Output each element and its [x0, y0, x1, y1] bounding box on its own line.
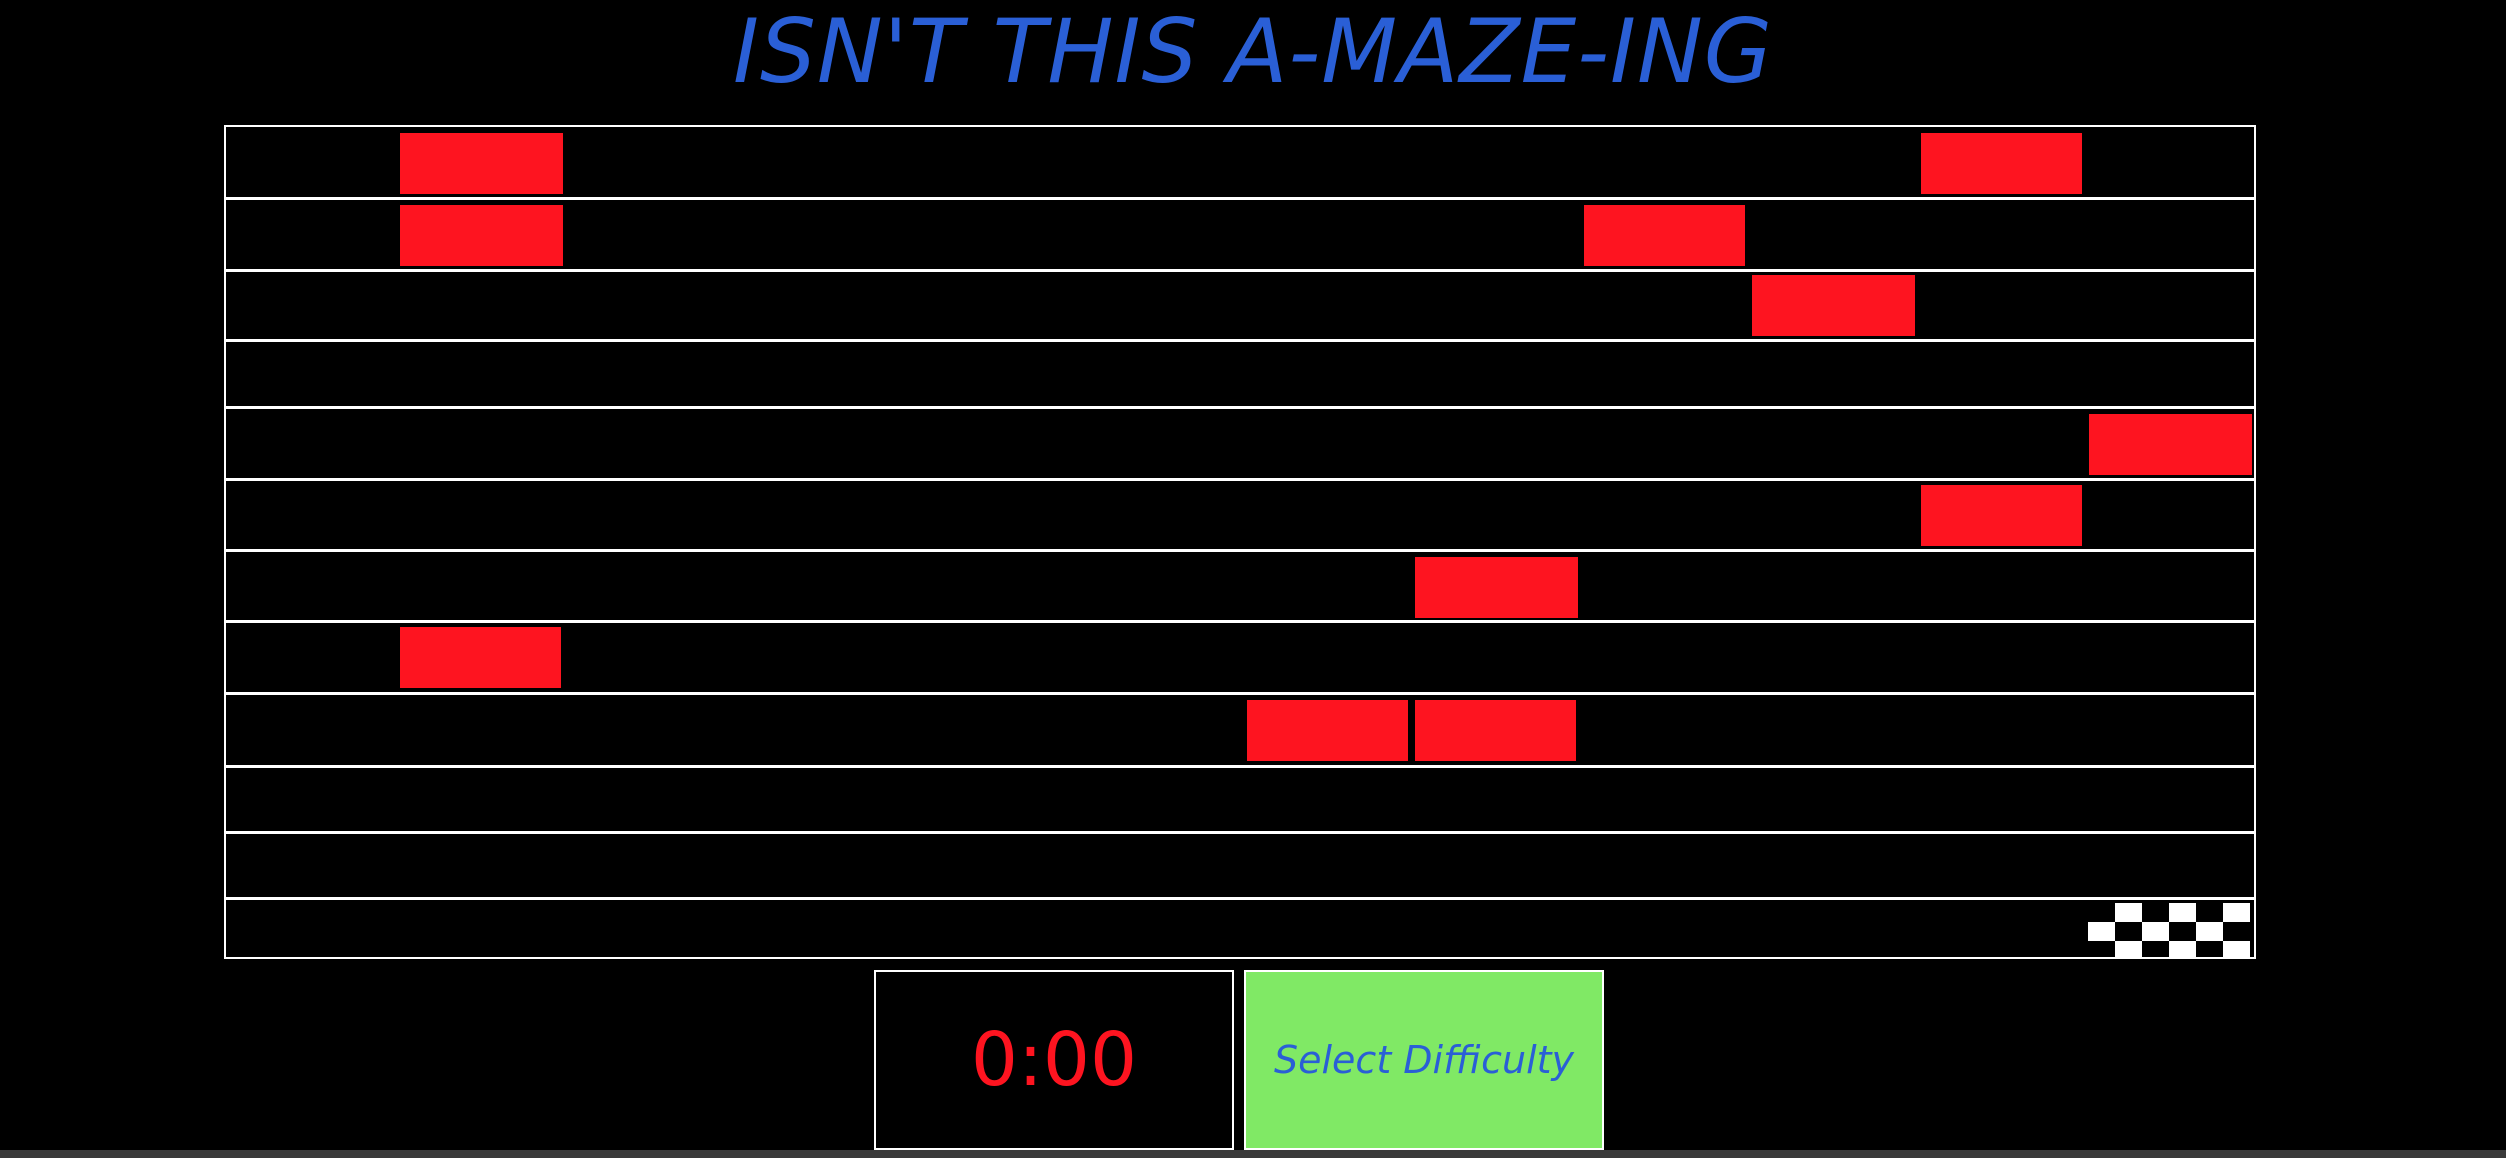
maze-board — [224, 125, 2256, 959]
select-difficulty-button[interactable]: Select Difficulty — [1244, 970, 1604, 1150]
row-divider — [226, 339, 2254, 342]
obstacle-block — [1921, 485, 2082, 546]
obstacle-block — [400, 205, 563, 266]
obstacle-block — [2089, 414, 2252, 475]
row-divider — [226, 831, 2254, 834]
obstacle-block — [1584, 205, 1745, 266]
obstacle-block — [400, 133, 563, 194]
row-divider — [226, 765, 2254, 768]
obstacle-block — [1415, 700, 1576, 761]
row-divider — [226, 478, 2254, 481]
row-divider — [226, 897, 2254, 900]
obstacle-block — [1921, 133, 2082, 194]
game-title: ISN'T THIS A-MAZE-ING — [733, 0, 1773, 103]
obstacle-block — [400, 627, 561, 688]
row-divider — [226, 406, 2254, 409]
obstacle-block — [1247, 700, 1408, 761]
row-divider — [226, 269, 2254, 272]
obstacle-block — [1752, 275, 1915, 336]
checkered-flag-icon — [2088, 903, 2252, 957]
bottom-edge — [0, 1150, 2506, 1158]
timer-display: 0:00 — [874, 970, 1234, 1150]
row-divider — [226, 197, 2254, 200]
obstacle-block — [1415, 557, 1578, 618]
row-divider — [226, 692, 2254, 695]
row-divider — [226, 549, 2254, 552]
row-divider — [226, 620, 2254, 623]
